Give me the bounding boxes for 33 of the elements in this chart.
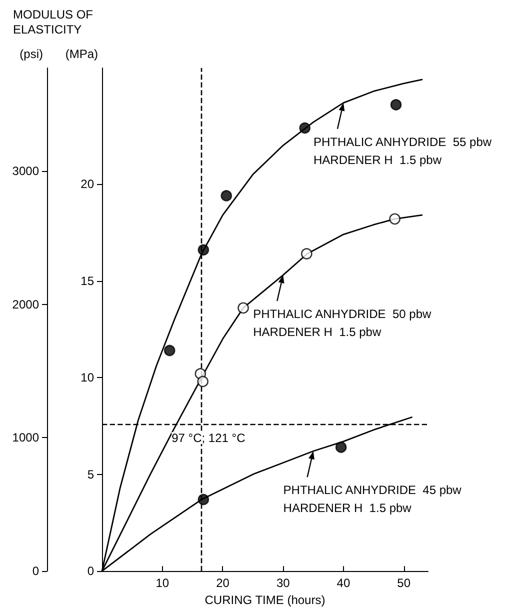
y-tick-label: 15 xyxy=(80,274,94,288)
x-tick-label: 10 xyxy=(156,576,170,590)
point xyxy=(197,376,208,388)
x-tick-label: 40 xyxy=(336,576,350,590)
annotation: PHTHALIC ANHYDRIDE 55 pbw HARDENER H 1.5 pbw xyxy=(313,134,492,167)
point xyxy=(390,99,402,110)
y-tick-label: 10 xyxy=(80,370,94,385)
annotation: 97 °C; 121 °C xyxy=(172,431,246,446)
y-axis-title: (MPa) xyxy=(65,47,98,61)
y2-tick-label: 3000 xyxy=(12,164,40,178)
point xyxy=(238,302,249,314)
y2-axis-title: (psi) xyxy=(20,47,43,61)
point xyxy=(164,344,176,356)
y-tick-label: 20 xyxy=(80,177,94,192)
point xyxy=(389,213,400,225)
y2-tick-label: 2000 xyxy=(12,297,40,312)
x-tick-label: 20 xyxy=(216,576,230,590)
point xyxy=(299,122,310,134)
chart-title: MODULUS OF ELASTICITY xyxy=(13,8,96,36)
x-tick-label: 30 xyxy=(276,576,290,590)
y2-tick-label: 0 xyxy=(32,564,40,578)
y2-tick-label: 1000 xyxy=(12,430,40,445)
y-tick-label: 5 xyxy=(87,467,94,482)
x-tick-label: 50 xyxy=(397,576,411,590)
annotation: PHTHALIC ANHYDRIDE 50 pbw HARDENER H 1.5 pbw xyxy=(253,307,432,340)
point xyxy=(301,248,312,260)
point xyxy=(335,442,347,453)
point xyxy=(220,190,232,202)
x-axis-title: CURING TIME (hours) xyxy=(204,593,326,607)
y-tick-label: 0 xyxy=(87,564,94,578)
annotation: PHTHALIC ANHYDRIDE 45 pbw HARDENER H 1.5 pbw xyxy=(283,483,462,516)
point xyxy=(198,494,210,506)
point xyxy=(198,244,210,256)
